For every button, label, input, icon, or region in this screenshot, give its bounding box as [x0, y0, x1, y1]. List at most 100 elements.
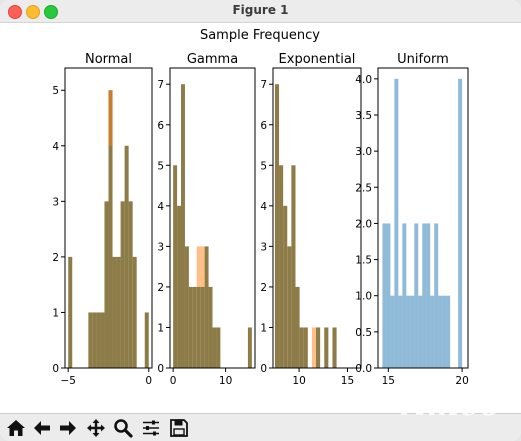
histogram-bar — [287, 246, 292, 368]
save-button[interactable] — [167, 416, 191, 440]
histogram-bar — [104, 201, 109, 368]
histogram-bar — [120, 201, 125, 368]
x-tick-label: −5 — [60, 375, 75, 387]
histogram-bar — [382, 223, 387, 368]
y-tick-label: 1 — [260, 322, 267, 334]
move-icon — [87, 419, 105, 437]
histogram-bar — [96, 312, 101, 368]
subplot-gamma[interactable]: Gamma 0 1 2 3 4 5 6 7 0 10 — [157, 52, 256, 387]
histogram-bar — [398, 295, 403, 368]
histogram-bar — [332, 327, 337, 368]
subplot-title: Normal — [85, 52, 132, 67]
minimize-window-button[interactable] — [26, 5, 40, 19]
histogram-bar — [394, 78, 399, 368]
forward-button[interactable] — [56, 416, 80, 440]
histogram-bar — [132, 256, 137, 368]
histogram-bar — [434, 223, 439, 368]
y-tick-label: 2 — [157, 282, 164, 294]
histogram-bar — [386, 223, 391, 368]
y-tick-label: 7 — [260, 79, 267, 91]
histogram-bar — [311, 327, 317, 368]
subplot-exponential[interactable]: Exponential 0 1 2 3 4 5 6 7 10 15 — [260, 52, 362, 387]
subplot-title: Exponential — [279, 52, 356, 67]
y-tick-label: 0 — [157, 363, 164, 375]
x-tick-label: 10 — [219, 375, 232, 387]
histogram-bar — [247, 327, 252, 368]
y-tick-label: 0 — [52, 363, 59, 375]
pan-button[interactable] — [84, 416, 108, 440]
close-window-button[interactable] — [8, 5, 22, 19]
y-tick-label: 6 — [157, 120, 164, 132]
histogram-bar — [112, 256, 117, 368]
subplot-uniform[interactable]: Uniform 0.0 0.5 1.0 1.5 2.0 2.5 3.0 3.5 4.0 15 20 — [355, 52, 468, 387]
y-tick-label: 5 — [52, 85, 59, 97]
y-tick-label: 2.0 — [355, 218, 372, 230]
histogram-bar — [274, 84, 280, 368]
sliders-icon — [143, 420, 159, 436]
histogram-bar — [144, 312, 149, 368]
y-tick-label: 5 — [260, 160, 267, 172]
histogram-bar — [426, 223, 431, 368]
home-button[interactable] — [4, 416, 28, 440]
histogram-bar — [196, 246, 201, 287]
y-tick-label: 6 — [260, 120, 267, 132]
figure-suptitle: Sample Frequency — [200, 28, 320, 43]
histogram-bar — [442, 295, 447, 368]
histogram-bar — [410, 295, 415, 368]
axes-frame — [169, 67, 256, 369]
axes-frame — [64, 67, 153, 369]
x-tick-label: 0 — [170, 375, 177, 387]
histogram-bar — [402, 223, 407, 368]
histogram-bar — [458, 78, 463, 368]
histogram-bar — [283, 205, 288, 368]
subplot-title: Uniform — [397, 52, 449, 67]
y-tick-label: 3 — [52, 196, 59, 208]
histogram-bar — [124, 145, 129, 368]
histogram-bar — [200, 246, 205, 287]
arrow-left-icon — [34, 421, 50, 435]
x-tick-label: 20 — [455, 375, 468, 387]
y-tick-label: 3 — [157, 241, 164, 253]
back-button[interactable] — [30, 416, 54, 440]
histogram-bar — [208, 286, 213, 368]
configure-subplots-button[interactable] — [139, 416, 163, 440]
histogram-bar — [316, 327, 321, 368]
y-tick-label: 2.5 — [355, 182, 372, 194]
y-tick-label: 4.0 — [355, 74, 372, 86]
y-tick-label: 3.5 — [355, 110, 372, 122]
home-icon — [7, 420, 25, 436]
histogram-bar — [108, 90, 113, 146]
histogram-bar — [212, 327, 217, 368]
histogram-bar — [68, 256, 73, 368]
axes-frame — [377, 67, 469, 369]
zoom-button[interactable] — [111, 416, 135, 440]
histogram-bar — [406, 295, 411, 368]
histogram-bar — [181, 84, 185, 368]
vimeo-watermark: vimeo — [396, 388, 501, 423]
histogram-bar — [192, 286, 197, 368]
maximize-window-button[interactable] — [44, 5, 58, 19]
y-tick-label: 0.5 — [355, 327, 372, 339]
histogram-bar — [116, 256, 121, 368]
y-tick-label: 1 — [157, 322, 164, 334]
y-tick-label: 1.0 — [355, 291, 372, 303]
y-tick-label: 3.0 — [355, 146, 372, 158]
histogram-bar — [430, 295, 435, 368]
histogram-bar — [279, 165, 284, 368]
y-tick-label: 1.5 — [355, 255, 372, 267]
histogram-bar — [299, 327, 304, 368]
x-tick-label: 0 — [145, 375, 152, 387]
histogram-bar — [390, 295, 395, 368]
histogram-bar — [177, 205, 182, 368]
magnifier-icon — [114, 419, 133, 438]
x-tick-label: 10 — [292, 375, 305, 387]
histogram-bar — [196, 286, 201, 368]
histogram-bar — [92, 312, 97, 368]
histogram-bar — [88, 312, 93, 368]
x-tick-label: 15 — [382, 375, 395, 387]
histogram-bar — [291, 165, 296, 368]
x-tick-label: 15 — [341, 375, 354, 387]
